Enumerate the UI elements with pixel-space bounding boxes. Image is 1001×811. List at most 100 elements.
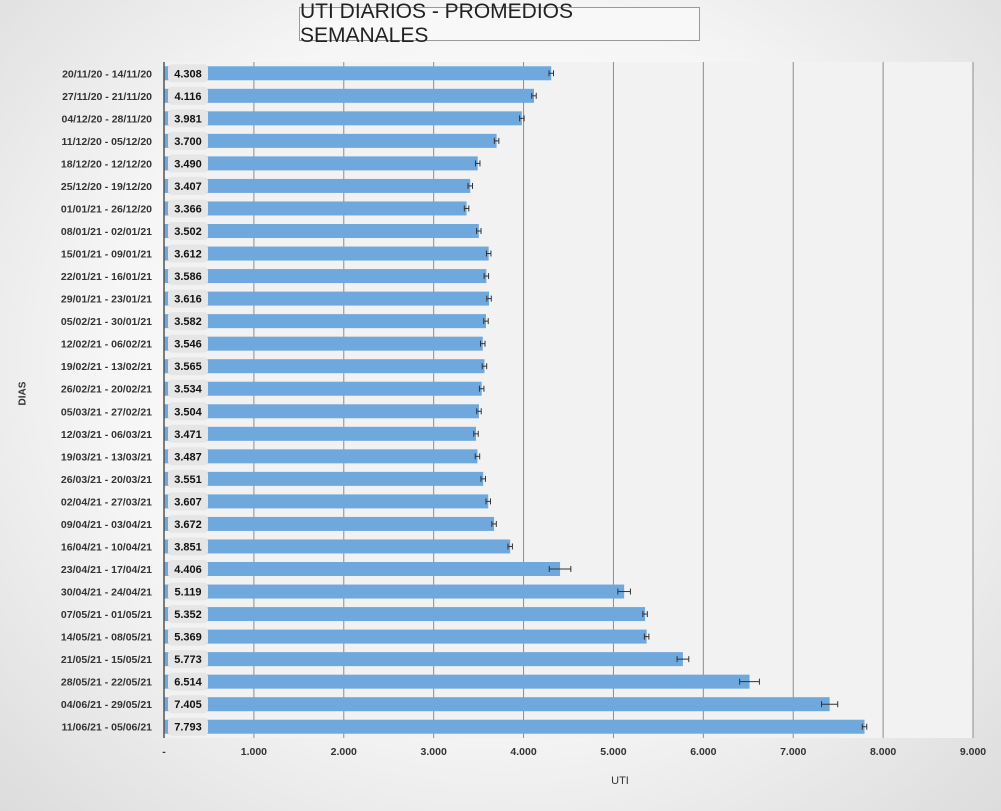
data-label: 7.793 [174,722,202,734]
data-label-box [168,537,208,556]
category-label: 04/06/21 - 29/05/21 [61,699,152,711]
data-label-box [168,64,208,83]
data-label-box [168,695,208,714]
category-label: 19/02/21 - 13/02/21 [61,361,152,373]
bar [164,336,483,351]
category-label: 25/12/20 - 19/12/20 [61,181,152,193]
category-label: 04/12/20 - 28/11/20 [62,113,153,125]
x-tick-label: 6.000 [690,746,716,758]
data-label: 3.551 [174,474,202,486]
data-label: 3.502 [174,226,202,238]
data-label: 6.514 [174,677,202,689]
bar [164,562,561,576]
bar [164,539,511,554]
data-label-box [168,131,208,150]
data-label: 7.405 [174,699,202,711]
data-label: 3.546 [174,339,202,351]
category-label: 09/04/21 - 03/04/21 [61,519,152,531]
category-label: 12/03/21 - 06/03/21 [61,429,152,441]
data-label: 4.116 [175,91,202,103]
data-label-box [168,312,208,331]
bar [164,359,485,374]
data-label: 3.565 [174,361,202,373]
x-tick-label: 5.000 [600,746,626,758]
category-label: 30/04/21 - 24/04/21 [61,587,152,599]
category-label: 26/03/21 - 20/03/21 [61,474,152,486]
data-label-box [168,244,208,263]
category-label: 20/11/20 - 14/11/20 [62,68,152,80]
category-label: 15/01/21 - 09/01/21 [61,249,152,261]
x-tick-label: 3.000 [421,746,447,758]
bar [164,66,552,81]
y-axis-label: DIAS [17,381,29,406]
data-label-box [168,672,208,691]
data-label-box [168,650,208,669]
data-label: 3.607 [174,496,202,508]
data-label-box [168,424,208,443]
category-label: 05/02/21 - 30/01/21 [61,316,152,328]
data-label: 3.981 [174,113,202,125]
x-tick-label: 1.000 [241,746,267,758]
x-tick-label: 4.000 [510,746,536,758]
x-tick-label: - [162,746,166,758]
data-label-box [168,605,208,624]
category-label: 08/01/21 - 02/01/21 [61,226,152,238]
x-tick-label: 9.000 [960,746,986,758]
category-label: 19/03/21 - 13/03/21 [61,451,152,463]
data-label-box [168,492,208,511]
bar [164,471,484,486]
bar [164,449,478,464]
data-label-box [168,289,208,308]
x-axis-label: UTI [611,775,629,787]
data-label: 3.490 [174,158,202,170]
data-label-box [168,267,208,286]
data-label-box [168,222,208,240]
category-label: 16/04/21 - 10/04/21 [61,541,152,553]
data-label: 5.369 [174,632,202,644]
data-label-box [168,447,208,466]
data-label: 3.471 [174,429,202,441]
data-label: 3.672 [174,519,202,531]
data-label: 3.504 [174,406,202,418]
data-label-box [168,469,208,488]
plot-area [164,62,973,738]
data-label-box [168,379,208,398]
data-label-box [168,627,208,646]
data-label-box [168,560,208,578]
data-label: 5.773 [174,654,202,666]
data-label: 3.407 [174,181,202,193]
data-label: 3.582 [174,316,202,328]
bar [164,404,479,419]
data-label: 3.534 [174,384,202,396]
bar [164,674,750,689]
data-label-box [168,86,208,105]
data-label: 3.700 [174,136,202,148]
bar [164,269,487,284]
data-label: 3.616 [174,294,202,306]
data-label-box [168,109,208,128]
data-label: 4.406 [174,564,202,576]
data-label: 3.586 [174,271,202,283]
bar [164,719,865,734]
category-label: 29/01/21 - 23/01/21 [61,294,152,306]
category-label: 21/05/21 - 15/05/21 [61,654,152,666]
bar [164,111,522,126]
category-label: 11/06/21 - 05/06/21 [62,722,153,734]
bar [164,133,497,148]
data-label: 3.487 [174,451,202,463]
category-label: 07/05/21 - 01/05/21 [61,609,152,621]
x-tick-label: 2.000 [331,746,357,758]
bar [164,314,486,329]
data-label-box [168,402,208,421]
data-label: 4.308 [174,68,202,80]
bar [164,291,490,306]
bar [164,697,830,712]
data-label-box [168,154,208,173]
bar [164,494,489,509]
data-label-box [168,717,208,736]
bar [164,516,495,531]
bar [164,224,479,238]
bar [164,607,646,622]
category-label: 27/11/20 - 21/11/20 [62,91,152,103]
